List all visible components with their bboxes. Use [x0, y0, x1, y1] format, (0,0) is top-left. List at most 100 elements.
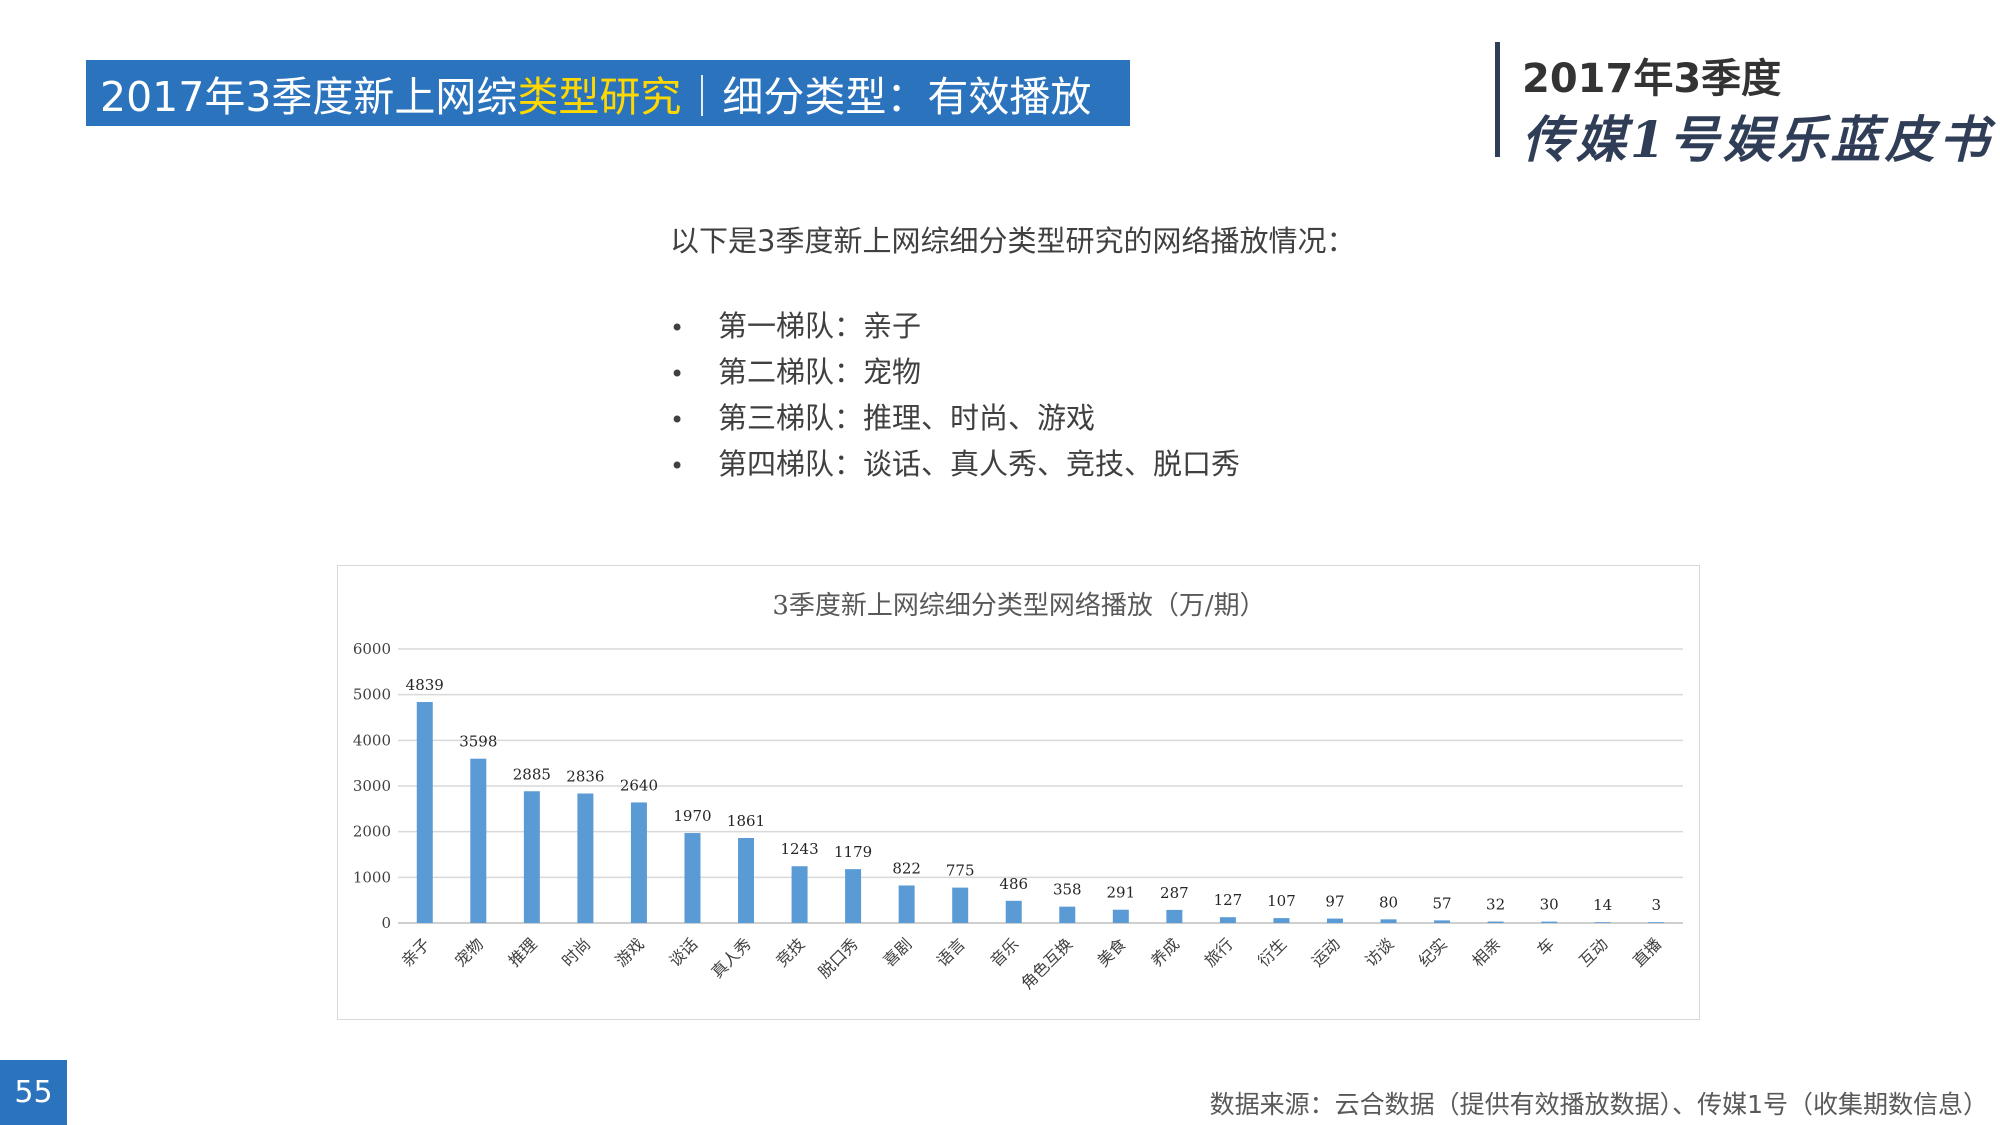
x-tick-label: 谈话	[665, 934, 701, 970]
x-tick-label: 推理	[505, 934, 541, 970]
data-label: 97	[1325, 893, 1344, 911]
y-tick-label: 1000	[353, 868, 391, 886]
data-label: 107	[1267, 892, 1296, 910]
x-tick-label: 语言	[933, 934, 969, 970]
chart-panel: 3季度新上网综细分类型网络播放（万/期） 0 1000 2000 3000 4000 50…	[337, 565, 1700, 1020]
x-tick-label: 美食	[1094, 934, 1130, 970]
chart-bar	[1005, 900, 1022, 923]
y-tick-label: 4000	[353, 731, 391, 749]
data-label: 1243	[780, 840, 818, 858]
x-tick-label: 亲子	[398, 934, 434, 970]
chart-bar	[1166, 909, 1183, 923]
x-tick-label: 真人秀	[707, 934, 754, 981]
chart-bar	[952, 887, 969, 923]
chart-bar	[577, 793, 594, 923]
page-title-part2: ｜细分类型：有效播放	[681, 73, 1092, 121]
data-label: 1179	[834, 843, 872, 861]
tier-text: 第一梯队：亲子	[718, 309, 922, 343]
chart-bar	[791, 866, 808, 923]
data-label: 287	[1160, 884, 1189, 902]
x-tick-label: 旅行	[1201, 934, 1237, 970]
x-tick-label: 互动	[1575, 934, 1611, 970]
bullet-icon: •	[670, 360, 685, 388]
list-item: • 第二梯队：宠物	[670, 349, 1240, 395]
x-tick-label: 竞技	[772, 934, 808, 970]
bullet-icon: •	[670, 452, 685, 480]
chart-grid	[398, 648, 1683, 924]
data-label: 57	[1433, 894, 1452, 912]
data-label: 775	[946, 862, 975, 880]
chart-bar	[1541, 921, 1558, 923]
brand-logo-text: 传媒1号娱乐蓝皮书	[1522, 110, 1993, 169]
x-tick-label: 车	[1533, 934, 1558, 959]
bullet-icon: •	[670, 314, 685, 342]
chart-bar	[1112, 909, 1129, 923]
chart-bar	[1380, 919, 1397, 923]
data-label: 2836	[566, 767, 604, 785]
chart-bar	[416, 702, 433, 923]
chart-title: 3季度新上网综细分类型网络播放（万/期）	[772, 591, 1265, 621]
x-tick-label: 访谈	[1361, 934, 1397, 970]
x-tick-label: 宠物	[451, 934, 487, 970]
bar-chart: 3季度新上网综细分类型网络播放（万/期） 0 1000 2000 3000 4000 50…	[353, 591, 1683, 993]
data-label: 3598	[459, 733, 497, 751]
tier-text: 第四梯队：谈话、真人秀、竞技、脱口秀	[718, 447, 1241, 481]
data-label: 80	[1379, 893, 1398, 911]
x-tick-label: 衍生	[1254, 934, 1290, 970]
list-item: • 第一梯队：亲子	[670, 303, 1240, 349]
chart-bars	[416, 702, 1665, 923]
page-title-part1: 2017年3季度新上网综	[100, 73, 518, 121]
tier-text: 第二梯队：宠物	[718, 355, 922, 389]
chart-bar	[523, 791, 540, 923]
brand-divider	[1495, 42, 1500, 157]
data-label: 30	[1540, 896, 1559, 914]
x-tick-label: 纪实	[1415, 934, 1451, 970]
data-source-note: 数据来源：云合数据（提供有效播放数据）、传媒1号（收集期数信息）	[1209, 1090, 1988, 1119]
list-item: • 第四梯队：谈话、真人秀、竞技、脱口秀	[670, 441, 1240, 487]
chart-bar	[845, 869, 862, 923]
data-label: 3	[1651, 896, 1661, 914]
x-tick-label: 音乐	[986, 934, 1022, 970]
y-tick-label: 3000	[353, 777, 391, 795]
list-item: • 第三梯队：推理、时尚、游戏	[670, 395, 1240, 441]
x-tick-label: 游戏	[612, 934, 648, 970]
chart-bar	[1059, 906, 1076, 923]
chart-bar	[738, 838, 755, 923]
data-label: 32	[1486, 896, 1505, 914]
chart-bar	[1326, 918, 1343, 923]
data-label: 291	[1106, 884, 1135, 902]
chart-bar	[898, 885, 915, 923]
x-tick-label: 时尚	[558, 934, 594, 970]
intro-text: 以下是3季度新上网综细分类型研究的网络播放情况：	[670, 224, 1356, 258]
y-tick-label: 2000	[353, 823, 391, 841]
chart-bar	[1594, 922, 1611, 923]
chart-bar	[1434, 920, 1451, 923]
data-label: 14	[1593, 896, 1612, 914]
chart-data-labels: 4839 3598 2885 2836 2640 1970 1861 1243 1179 822 7…	[406, 676, 1661, 914]
x-tick-label: 角色互换	[1017, 934, 1076, 993]
tier-text: 第三梯队：推理、时尚、游戏	[718, 401, 1096, 435]
tier-list: • 第一梯队：亲子 • 第二梯队：宠物 • 第三梯队：推理、时尚、游戏 • 第四梯队：谈…	[670, 303, 1240, 487]
chart-bar	[684, 833, 701, 923]
y-tick-label: 6000	[353, 640, 391, 658]
bullet-icon: •	[670, 406, 685, 434]
chart-bar	[1219, 917, 1236, 923]
x-tick-label: 直播	[1629, 934, 1665, 970]
chart-bar	[1273, 918, 1290, 923]
y-tick-label: 5000	[353, 686, 391, 704]
chart-bar	[1648, 922, 1665, 923]
data-label: 4839	[406, 676, 444, 694]
y-tick-label: 0	[381, 914, 391, 932]
data-label: 127	[1214, 891, 1243, 909]
data-label: 486	[999, 875, 1028, 893]
x-tick-label: 喜剧	[879, 934, 915, 970]
chart-bar	[470, 758, 487, 923]
x-tick-label: 运动	[1308, 934, 1344, 970]
data-label: 2885	[513, 765, 551, 783]
brand-year: 2017年3季度	[1522, 56, 1782, 102]
x-tick-label: 相亲	[1468, 934, 1504, 970]
page-title-highlight: 类型研究	[517, 73, 682, 121]
x-tick-label: 养成	[1147, 934, 1183, 970]
data-label: 1861	[727, 812, 765, 830]
